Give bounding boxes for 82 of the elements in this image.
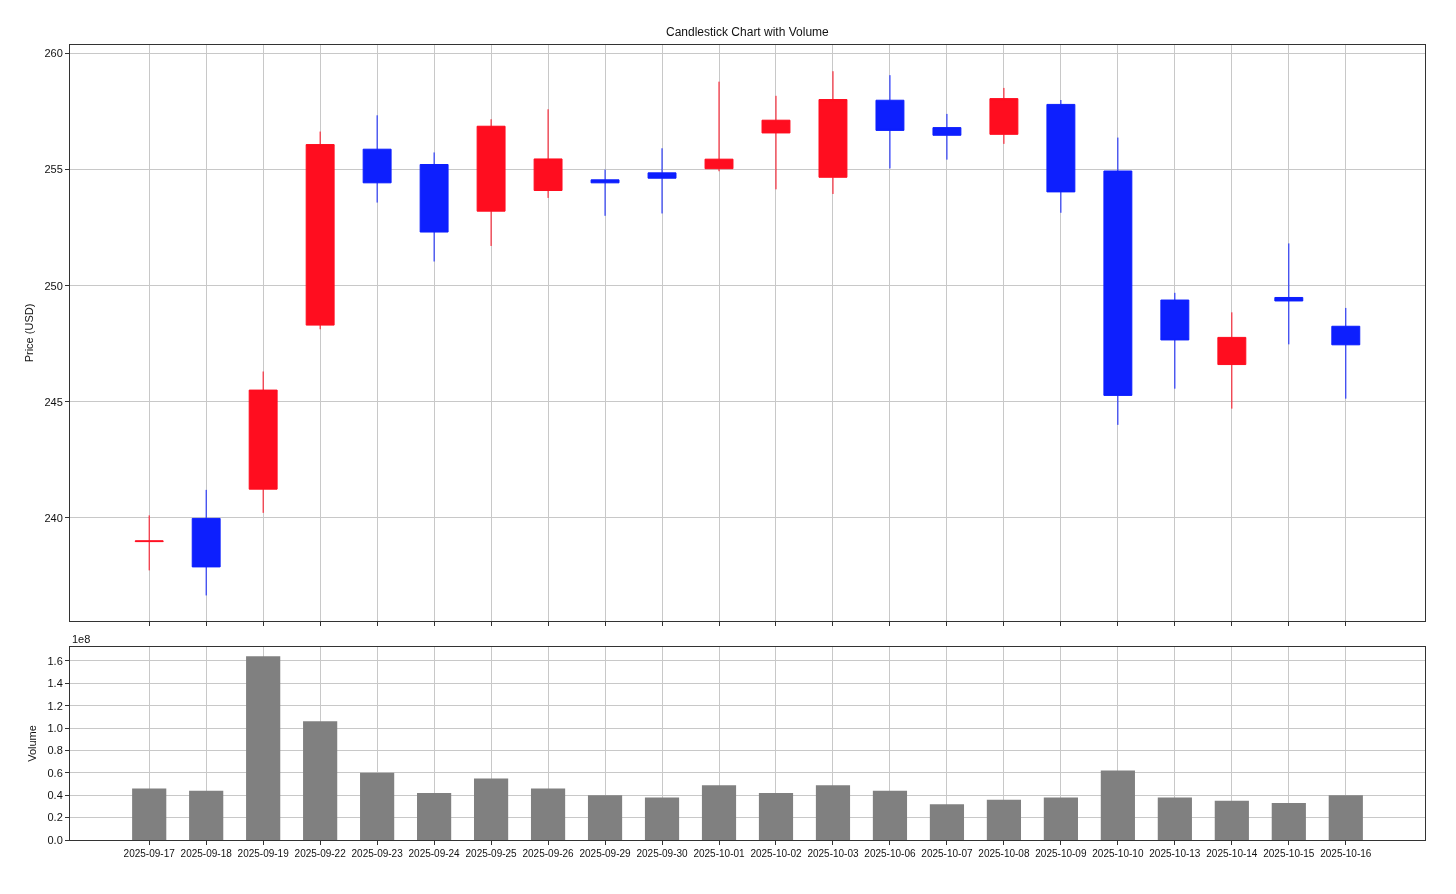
x-tick-label: 2025-09-30	[636, 848, 689, 859]
bar	[1328, 795, 1363, 840]
y-tick-label: 0.8	[47, 744, 63, 757]
bar	[1100, 770, 1135, 840]
y-tick-label: 0.4	[47, 789, 63, 802]
bar	[246, 656, 281, 840]
x-tick-label: 2025-10-01	[693, 848, 746, 859]
text: 1e8	[72, 633, 91, 645]
x-tick-label: 2025-10-14	[1206, 848, 1258, 859]
candlestick	[419, 151, 449, 263]
x-tick-label: 2025-10-02	[750, 848, 802, 859]
y-axis-title: Volume	[26, 725, 39, 762]
x-tick-label: 2025-10-09	[1035, 848, 1087, 859]
candlestick	[932, 113, 962, 161]
y-tick-label: 0.6	[47, 766, 63, 779]
candlestick	[989, 87, 1019, 145]
x-tick-label: 2025-09-23	[351, 848, 404, 859]
candlestick	[647, 147, 677, 214]
y-tick-label: 1.2	[47, 699, 63, 712]
bar	[417, 792, 452, 840]
candlestick	[191, 489, 221, 596]
bar	[587, 795, 623, 840]
candlestick	[362, 114, 392, 204]
candlestick	[533, 108, 563, 199]
candlestick	[818, 70, 848, 195]
candlestick	[1274, 242, 1304, 345]
bar	[644, 797, 680, 840]
bar	[189, 790, 224, 840]
candlestick	[1046, 99, 1076, 214]
candlestick	[1217, 311, 1247, 410]
bar	[132, 788, 167, 840]
candlestick	[248, 371, 278, 514]
bar	[701, 785, 737, 840]
bar	[1271, 803, 1306, 840]
y-tick-label: 245	[44, 395, 63, 408]
y-tick-label: 1.4	[47, 677, 63, 690]
y-tick-label: 255	[44, 163, 63, 176]
x-tick-label: 2025-10-06	[864, 848, 916, 859]
candlestick	[134, 514, 164, 571]
candlestick	[1160, 292, 1190, 390]
x-tick-label: 2025-10-08	[978, 848, 1030, 859]
bar	[530, 788, 566, 840]
x-tick-label: 2025-10-03	[807, 848, 859, 859]
x-tick-label: 2025-10-07	[921, 848, 973, 859]
candlestick	[761, 95, 791, 190]
x-tick-label: 2025-09-26	[522, 848, 575, 859]
candlestick	[1331, 307, 1361, 400]
bar	[303, 721, 338, 840]
x-tick-label: 2025-09-25	[465, 848, 518, 859]
y-tick-label: 240	[44, 511, 63, 524]
x-tick-label: 2025-10-13	[1149, 848, 1201, 859]
y-tick-label: 260	[44, 47, 63, 60]
bar	[473, 778, 509, 840]
bar	[758, 792, 794, 840]
y-tick-label: 1.0	[47, 721, 63, 734]
y-tick-label: 0.2	[47, 811, 63, 824]
chart-title: Candlestick Chart with Volume	[666, 25, 830, 39]
bar	[1043, 797, 1078, 840]
x-tick-label: 2025-10-15	[1263, 848, 1315, 859]
x-tick-label: 2025-10-10	[1092, 848, 1144, 859]
x-tick-label: 2025-10-16	[1320, 848, 1372, 859]
x-tick-label: 2025-09-29	[579, 848, 632, 859]
y-tick-label: 250	[44, 279, 63, 292]
y-tick-label: 1.6	[47, 654, 63, 667]
bar	[815, 785, 851, 840]
bar	[986, 799, 1022, 840]
x-tick-label: 2025-09-22	[294, 848, 347, 859]
x-tick-label: 2025-09-19	[237, 848, 290, 859]
candlestick	[704, 81, 734, 172]
candlestick	[476, 118, 506, 247]
candlestick	[875, 74, 905, 169]
bar	[360, 772, 395, 840]
y-tick-label: 0.0	[47, 833, 63, 846]
bar	[1214, 800, 1249, 840]
x-tick-label: 2025-09-18	[180, 848, 233, 859]
x-tick-label: 2025-09-24	[408, 848, 461, 859]
y-axis-title: Price (USD)	[23, 303, 36, 363]
bar	[872, 790, 908, 840]
bar	[929, 804, 965, 840]
x-tick-label: 2025-09-17	[123, 848, 176, 859]
candlestick	[590, 169, 620, 217]
bar	[1157, 797, 1192, 840]
